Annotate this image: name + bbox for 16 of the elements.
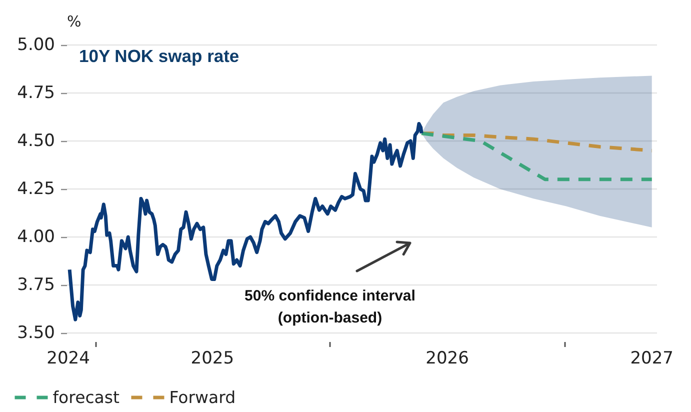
x-tick-label: 2027 xyxy=(630,348,674,368)
y-tick-label: 4.50 xyxy=(17,131,55,151)
x-tick-label: 2026 xyxy=(426,348,469,368)
y-tick-label: 5.00 xyxy=(17,35,55,55)
y-axis-title: % xyxy=(67,12,82,30)
y-tick-label: 4.00 xyxy=(17,227,55,247)
annotation: 50% confidence interval (option-based) xyxy=(244,288,416,326)
x-tick-label: 2025 xyxy=(190,348,234,368)
legend-label: forecast xyxy=(52,388,120,407)
y-tick-label: 4.75 xyxy=(17,83,55,103)
chart-title: 10Y NOK swap rate xyxy=(79,46,240,66)
legend-label: Forward xyxy=(169,388,236,407)
y-tick-label: 3.50 xyxy=(17,323,55,343)
y-tick-label: 4.25 xyxy=(17,179,55,199)
y-tick-label: 3.75 xyxy=(17,275,55,295)
x-tick-label: 2024 xyxy=(46,348,90,368)
